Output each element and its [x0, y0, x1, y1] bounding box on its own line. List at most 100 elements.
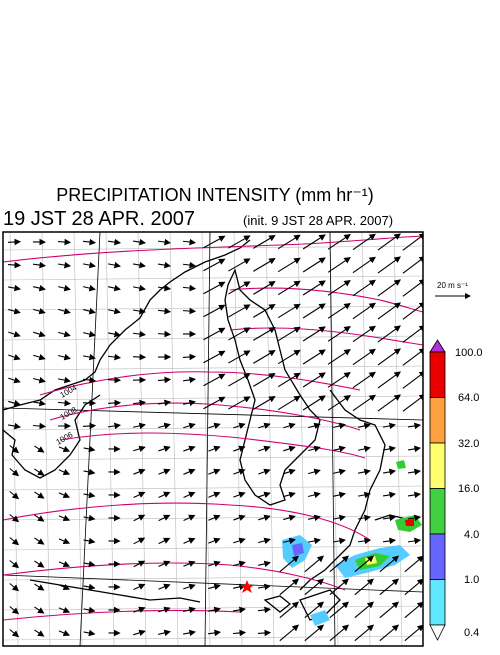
- wind-vector: [10, 630, 18, 637]
- wind-vector: [283, 447, 294, 451]
- wind-vector: [305, 556, 323, 571]
- wind-vector: [158, 632, 170, 635]
- grid-line: [234, 232, 242, 646]
- wind-vector: [184, 493, 195, 498]
- wind-vector: [405, 556, 423, 571]
- wind-vector: [403, 395, 425, 412]
- wind-vector: [378, 303, 400, 319]
- wind-vector: [59, 608, 69, 612]
- grid-line: [362, 232, 370, 646]
- wind-vector: [158, 424, 170, 427]
- wind-vector: [183, 470, 194, 475]
- wind-vector: [330, 579, 348, 594]
- isobar: [3, 563, 345, 590]
- wind-vector: [233, 539, 244, 543]
- wind-vector: [158, 241, 170, 243]
- wind-vector: [183, 447, 194, 451]
- wind-vector: [258, 586, 270, 588]
- grid-line: [3, 576, 423, 580]
- wind-vector: [383, 540, 395, 542]
- wind-vector: [303, 396, 325, 410]
- map-body: 1004 1008 1006: [3, 232, 434, 646]
- grid-line: [266, 232, 274, 646]
- grid-line: [3, 606, 423, 610]
- parallel: [3, 575, 423, 592]
- wind-vector: [380, 579, 398, 594]
- wind-vector: [158, 585, 169, 589]
- valid-time: 19 JST 28 APR. 2007: [3, 208, 195, 230]
- wind-vector: [34, 538, 43, 544]
- wind-vector: [183, 241, 195, 243]
- wind-vector: [203, 351, 224, 363]
- wind-vector: [33, 402, 45, 404]
- wind-vector: [408, 471, 420, 473]
- wind-vector: [108, 241, 120, 243]
- wind-vector: [133, 357, 145, 358]
- wind-vector: [258, 516, 269, 520]
- wind-vector: [83, 241, 95, 242]
- wind-vector: [328, 373, 350, 388]
- grid-line: [74, 232, 82, 646]
- init-time: (init. 9 JST 28 APR. 2007): [243, 213, 393, 228]
- wind-vector: [183, 287, 195, 288]
- wind-vector: [59, 470, 69, 474]
- wind-vector: [408, 494, 420, 496]
- wind-vector: [134, 584, 145, 589]
- wind-vector: [258, 609, 270, 610]
- wind-vector: [58, 402, 70, 403]
- wind-vector: [233, 609, 245, 611]
- wind-vector: [58, 332, 70, 335]
- wind-vector: [183, 379, 195, 381]
- wind-scale-label: 20 m s⁻¹: [437, 281, 468, 290]
- wind-vector: [8, 401, 20, 404]
- wind-vector: [158, 379, 170, 380]
- wind-vector: [208, 424, 219, 428]
- wind-vector: [203, 236, 224, 248]
- wind-vector: [183, 424, 194, 427]
- wind-vector: [34, 492, 43, 498]
- wind-vector: [83, 356, 95, 358]
- colorbar: [430, 340, 445, 640]
- wind-vector: [10, 538, 18, 545]
- location-star: [240, 580, 254, 593]
- meridian: [80, 232, 100, 646]
- wind-vector: [308, 540, 320, 542]
- wind-vector: [33, 355, 44, 359]
- colorbar-box: [430, 398, 445, 444]
- wind-vector: [183, 264, 195, 265]
- wind-vector: [358, 471, 370, 473]
- wind-vector: [283, 493, 295, 496]
- wind-vector: [8, 265, 20, 266]
- wind-vector: [408, 448, 420, 450]
- wind-vector: [203, 397, 224, 409]
- wind-vector: [158, 310, 170, 311]
- wind-vector: [278, 304, 300, 317]
- wind-vector: [405, 579, 423, 594]
- wind-vector: [108, 264, 120, 266]
- wind-vector: [83, 310, 95, 313]
- wind-vector: [58, 356, 70, 359]
- wind-vector: [183, 632, 195, 634]
- wind-vector: [383, 471, 395, 473]
- colorbar-triangle: [430, 340, 445, 352]
- colorbar-labels: 100.0 64.0 32.0 16.0 4.0 1.0 0.4: [455, 347, 483, 639]
- wind-vector: [355, 625, 373, 640]
- colorbar-box: [430, 580, 445, 626]
- wind-vector: [233, 424, 244, 428]
- wind-vector: [8, 332, 19, 336]
- wind-vector: [208, 493, 219, 498]
- wind-vector: [405, 625, 423, 640]
- wind-vector: [8, 287, 20, 289]
- isobar: [60, 433, 365, 458]
- wind-vector: [183, 562, 194, 566]
- wind-vector: [403, 303, 425, 320]
- wind-vector: [203, 305, 224, 317]
- wind-vector: [308, 494, 320, 497]
- grid-line: [3, 246, 423, 250]
- wind-vector: [58, 264, 70, 266]
- wind-vector: [203, 282, 224, 294]
- wind-vector: [134, 515, 145, 520]
- wind-vector: [228, 351, 249, 363]
- isobar: [3, 236, 423, 262]
